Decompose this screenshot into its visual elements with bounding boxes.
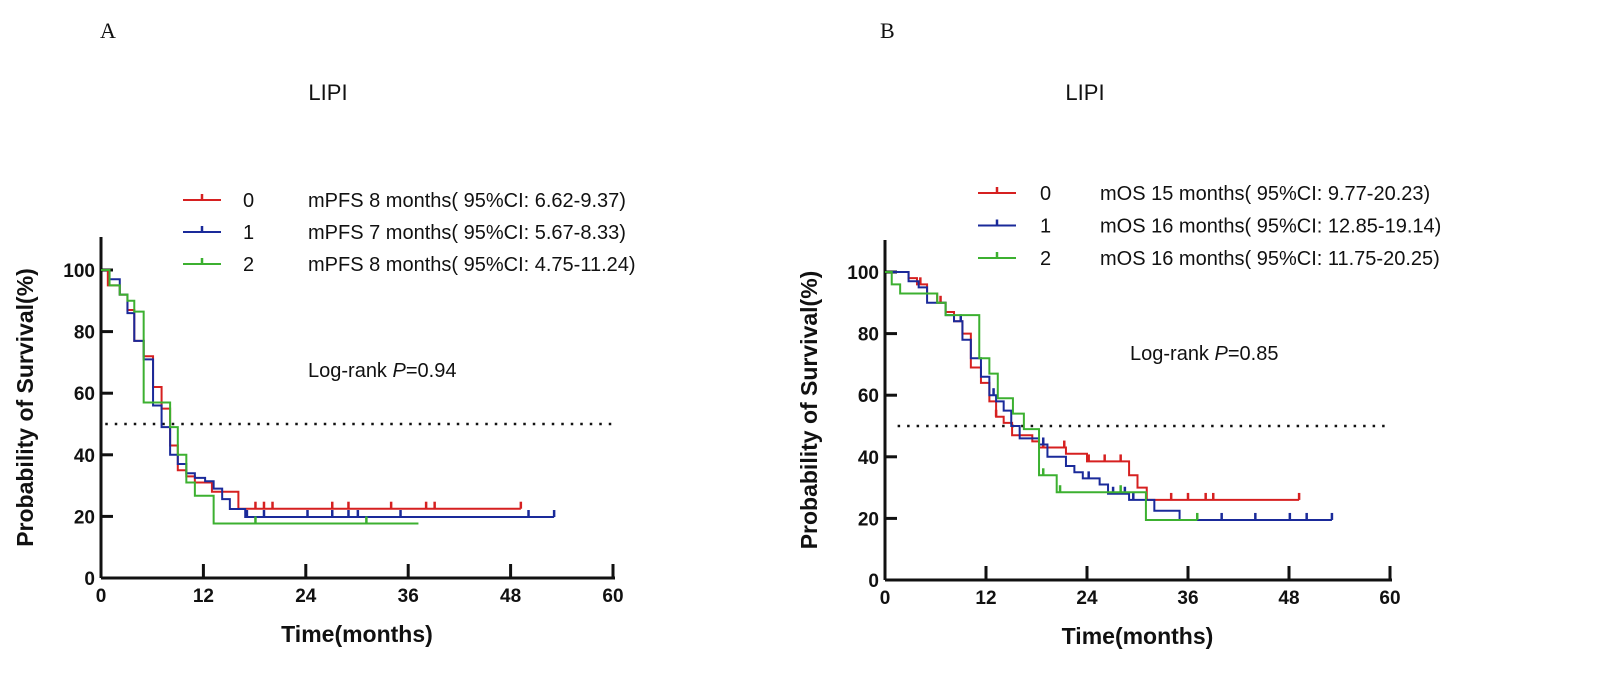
chart-title: LIPI bbox=[308, 80, 347, 105]
x-tick-label: 48 bbox=[1278, 588, 1299, 609]
survival-curve-2 bbox=[885, 271, 1198, 521]
x-tick-label: 48 bbox=[500, 586, 521, 607]
x-tick-label: 12 bbox=[193, 586, 214, 607]
logrank-annotation: Log-rank P=0.85 bbox=[1130, 343, 1278, 365]
legend-label: mOS 15 months( 95%CI: 9.77-20.23) bbox=[1100, 183, 1430, 205]
legend-group: 2 bbox=[243, 254, 254, 276]
y-tick-label: 80 bbox=[858, 325, 879, 346]
chart-title: LIPI bbox=[1065, 80, 1104, 105]
logrank-annotation: Log-rank P=0.94 bbox=[308, 360, 456, 382]
legend-group: 0 bbox=[1040, 183, 1051, 205]
survival-curve-1 bbox=[101, 269, 555, 519]
p-label: P bbox=[393, 360, 407, 382]
legend-group: 1 bbox=[1040, 216, 1051, 238]
x-tick-label: 24 bbox=[1076, 588, 1098, 609]
x-tick-label: 12 bbox=[975, 588, 996, 609]
x-tick-label: 36 bbox=[1177, 588, 1198, 609]
logrank-prefix: Log-rank bbox=[1130, 343, 1215, 365]
y-tick-label: 100 bbox=[63, 261, 95, 282]
y-tick-label: 40 bbox=[858, 448, 879, 469]
p-label: P bbox=[1215, 343, 1229, 365]
survival-curve-0 bbox=[885, 271, 1300, 501]
x-axis-title: Time(months) bbox=[281, 621, 433, 647]
y-tick-label: 60 bbox=[858, 386, 879, 407]
legend-group: 0 bbox=[243, 190, 254, 212]
y-tick-label: 80 bbox=[74, 323, 95, 344]
x-tick-label: 24 bbox=[295, 586, 317, 607]
y-tick-label: 20 bbox=[74, 507, 95, 528]
panel-label: A bbox=[100, 18, 116, 43]
y-tick-label: 0 bbox=[84, 569, 95, 590]
p-value: =0.85 bbox=[1228, 343, 1279, 365]
y-tick-label: 20 bbox=[858, 509, 879, 530]
legend-label: mOS 16 months( 95%CI: 12.85-19.14) bbox=[1100, 216, 1441, 238]
legend-label: mPFS 7 months( 95%CI: 5.67-8.33) bbox=[308, 222, 626, 244]
legend-label: mPFS 8 months( 95%CI: 4.75-11.24) bbox=[308, 254, 636, 276]
y-tick-label: 40 bbox=[74, 446, 95, 467]
x-axis-title: Time(months) bbox=[1062, 623, 1214, 649]
legend-group: 2 bbox=[1040, 248, 1051, 270]
legend-label: mPFS 8 months( 95%CI: 6.62-9.37) bbox=[308, 190, 626, 212]
panel-label: B bbox=[880, 18, 895, 43]
y-tick-label: 0 bbox=[868, 571, 879, 592]
y-axis-title: Probability of Survival(%) bbox=[796, 271, 822, 550]
x-tick-label: 0 bbox=[880, 588, 891, 609]
x-tick-label: 60 bbox=[1379, 588, 1400, 609]
legend-label: mOS 16 months( 95%CI: 11.75-20.25) bbox=[1100, 248, 1440, 270]
legend-group: 1 bbox=[243, 222, 254, 244]
survival-curve-1 bbox=[885, 271, 1332, 521]
survival-curve-2 bbox=[101, 269, 419, 525]
x-tick-label: 60 bbox=[602, 586, 623, 607]
logrank-prefix: Log-rank bbox=[308, 360, 393, 382]
y-tick-label: 60 bbox=[74, 384, 95, 405]
p-value: =0.94 bbox=[406, 360, 457, 382]
x-tick-label: 0 bbox=[96, 586, 107, 607]
y-axis-title: Probability of Survival(%) bbox=[12, 268, 38, 547]
survival-curve-0 bbox=[101, 269, 521, 510]
x-tick-label: 36 bbox=[398, 586, 419, 607]
y-tick-label: 100 bbox=[847, 263, 879, 284]
